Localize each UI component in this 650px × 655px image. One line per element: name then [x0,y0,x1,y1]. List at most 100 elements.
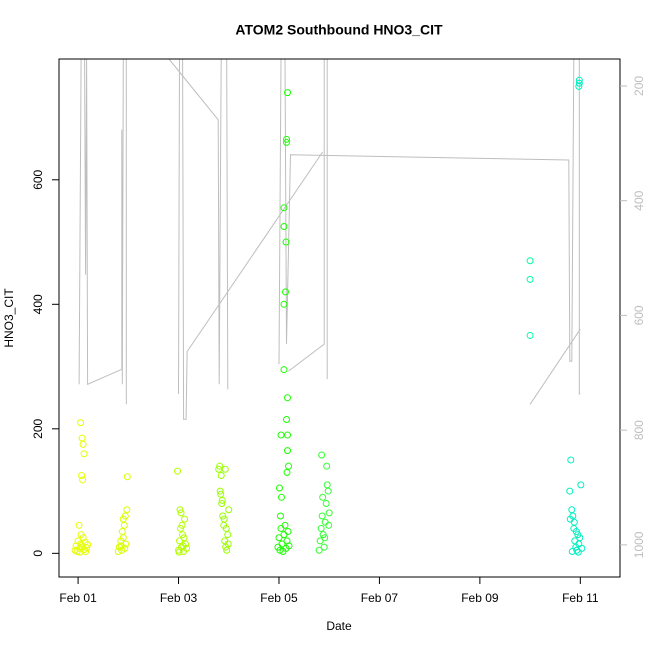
point [284,528,292,536]
point [79,440,87,448]
point [325,509,333,517]
point [570,518,578,526]
point [79,534,87,542]
point [221,465,229,473]
point [79,476,87,484]
point [277,431,285,439]
plot-frame [58,58,621,578]
point [176,506,184,514]
point [577,481,585,489]
point [526,275,534,283]
point [280,300,288,308]
point [578,544,586,552]
x-tick-label: Feb 05 [260,591,298,605]
y2-tick-label: 200 [632,76,646,96]
point [284,447,292,455]
point [283,138,291,146]
point [321,534,329,542]
point [283,135,291,143]
point [317,524,325,532]
point [280,204,288,212]
point [575,82,583,90]
point [526,257,534,265]
point [280,366,288,374]
point [218,496,226,504]
point [315,546,323,554]
point [177,509,185,517]
point [120,521,128,529]
point [285,542,293,550]
y-tick-label: 200 [31,418,45,438]
point [84,541,92,549]
y-axis-label: HNO3_CIT [2,288,16,348]
point [82,547,90,555]
point [284,431,292,439]
point [180,534,188,542]
point [222,524,230,532]
point [75,521,83,529]
y-tick-label: 600 [31,169,45,189]
point [77,419,85,427]
point [575,79,583,87]
point [181,515,189,523]
x-tick-label: Feb 07 [361,591,399,605]
point [567,456,575,464]
point [280,222,288,230]
point [576,534,584,542]
point [225,506,233,514]
point [320,543,328,551]
point [80,450,88,458]
point [78,472,86,480]
y-tick-label: 400 [31,294,45,314]
point [285,462,293,470]
point [216,487,224,495]
point [179,542,187,550]
point [574,548,582,556]
y2-tick-label: 1000 [632,531,646,558]
x-tick-label: Feb 03 [160,591,198,605]
point [318,451,326,459]
point [117,542,125,550]
y-tick-label: 0 [31,550,45,557]
point [123,506,131,514]
point [218,500,226,508]
point [324,487,332,495]
point [282,238,290,246]
point [318,512,326,520]
point [114,547,122,555]
point [223,546,231,554]
point [122,540,130,548]
plot-area [71,59,586,556]
point [526,331,534,339]
point [281,521,289,529]
pressure-line [78,59,581,420]
point [277,493,285,501]
point [319,493,327,501]
point [119,534,127,542]
point [83,544,91,552]
point [283,415,291,423]
x-tick-label: Feb 01 [59,591,97,605]
point [322,500,330,508]
point [174,467,182,475]
point [275,534,283,542]
y2-tick-label: 800 [632,420,646,440]
point [217,472,225,480]
point [121,512,129,520]
y2-tick-label: 400 [632,190,646,210]
point [325,521,333,529]
point [284,394,292,402]
point [276,512,284,520]
point [215,465,223,473]
x-tick-label: Feb 11 [562,591,599,605]
point [323,462,331,470]
point [175,548,183,556]
point [275,484,283,492]
x-tick-label: Feb 09 [461,591,499,605]
x-axis-label: Date [326,619,352,633]
point [224,540,232,548]
point [278,540,286,548]
point [283,468,291,476]
